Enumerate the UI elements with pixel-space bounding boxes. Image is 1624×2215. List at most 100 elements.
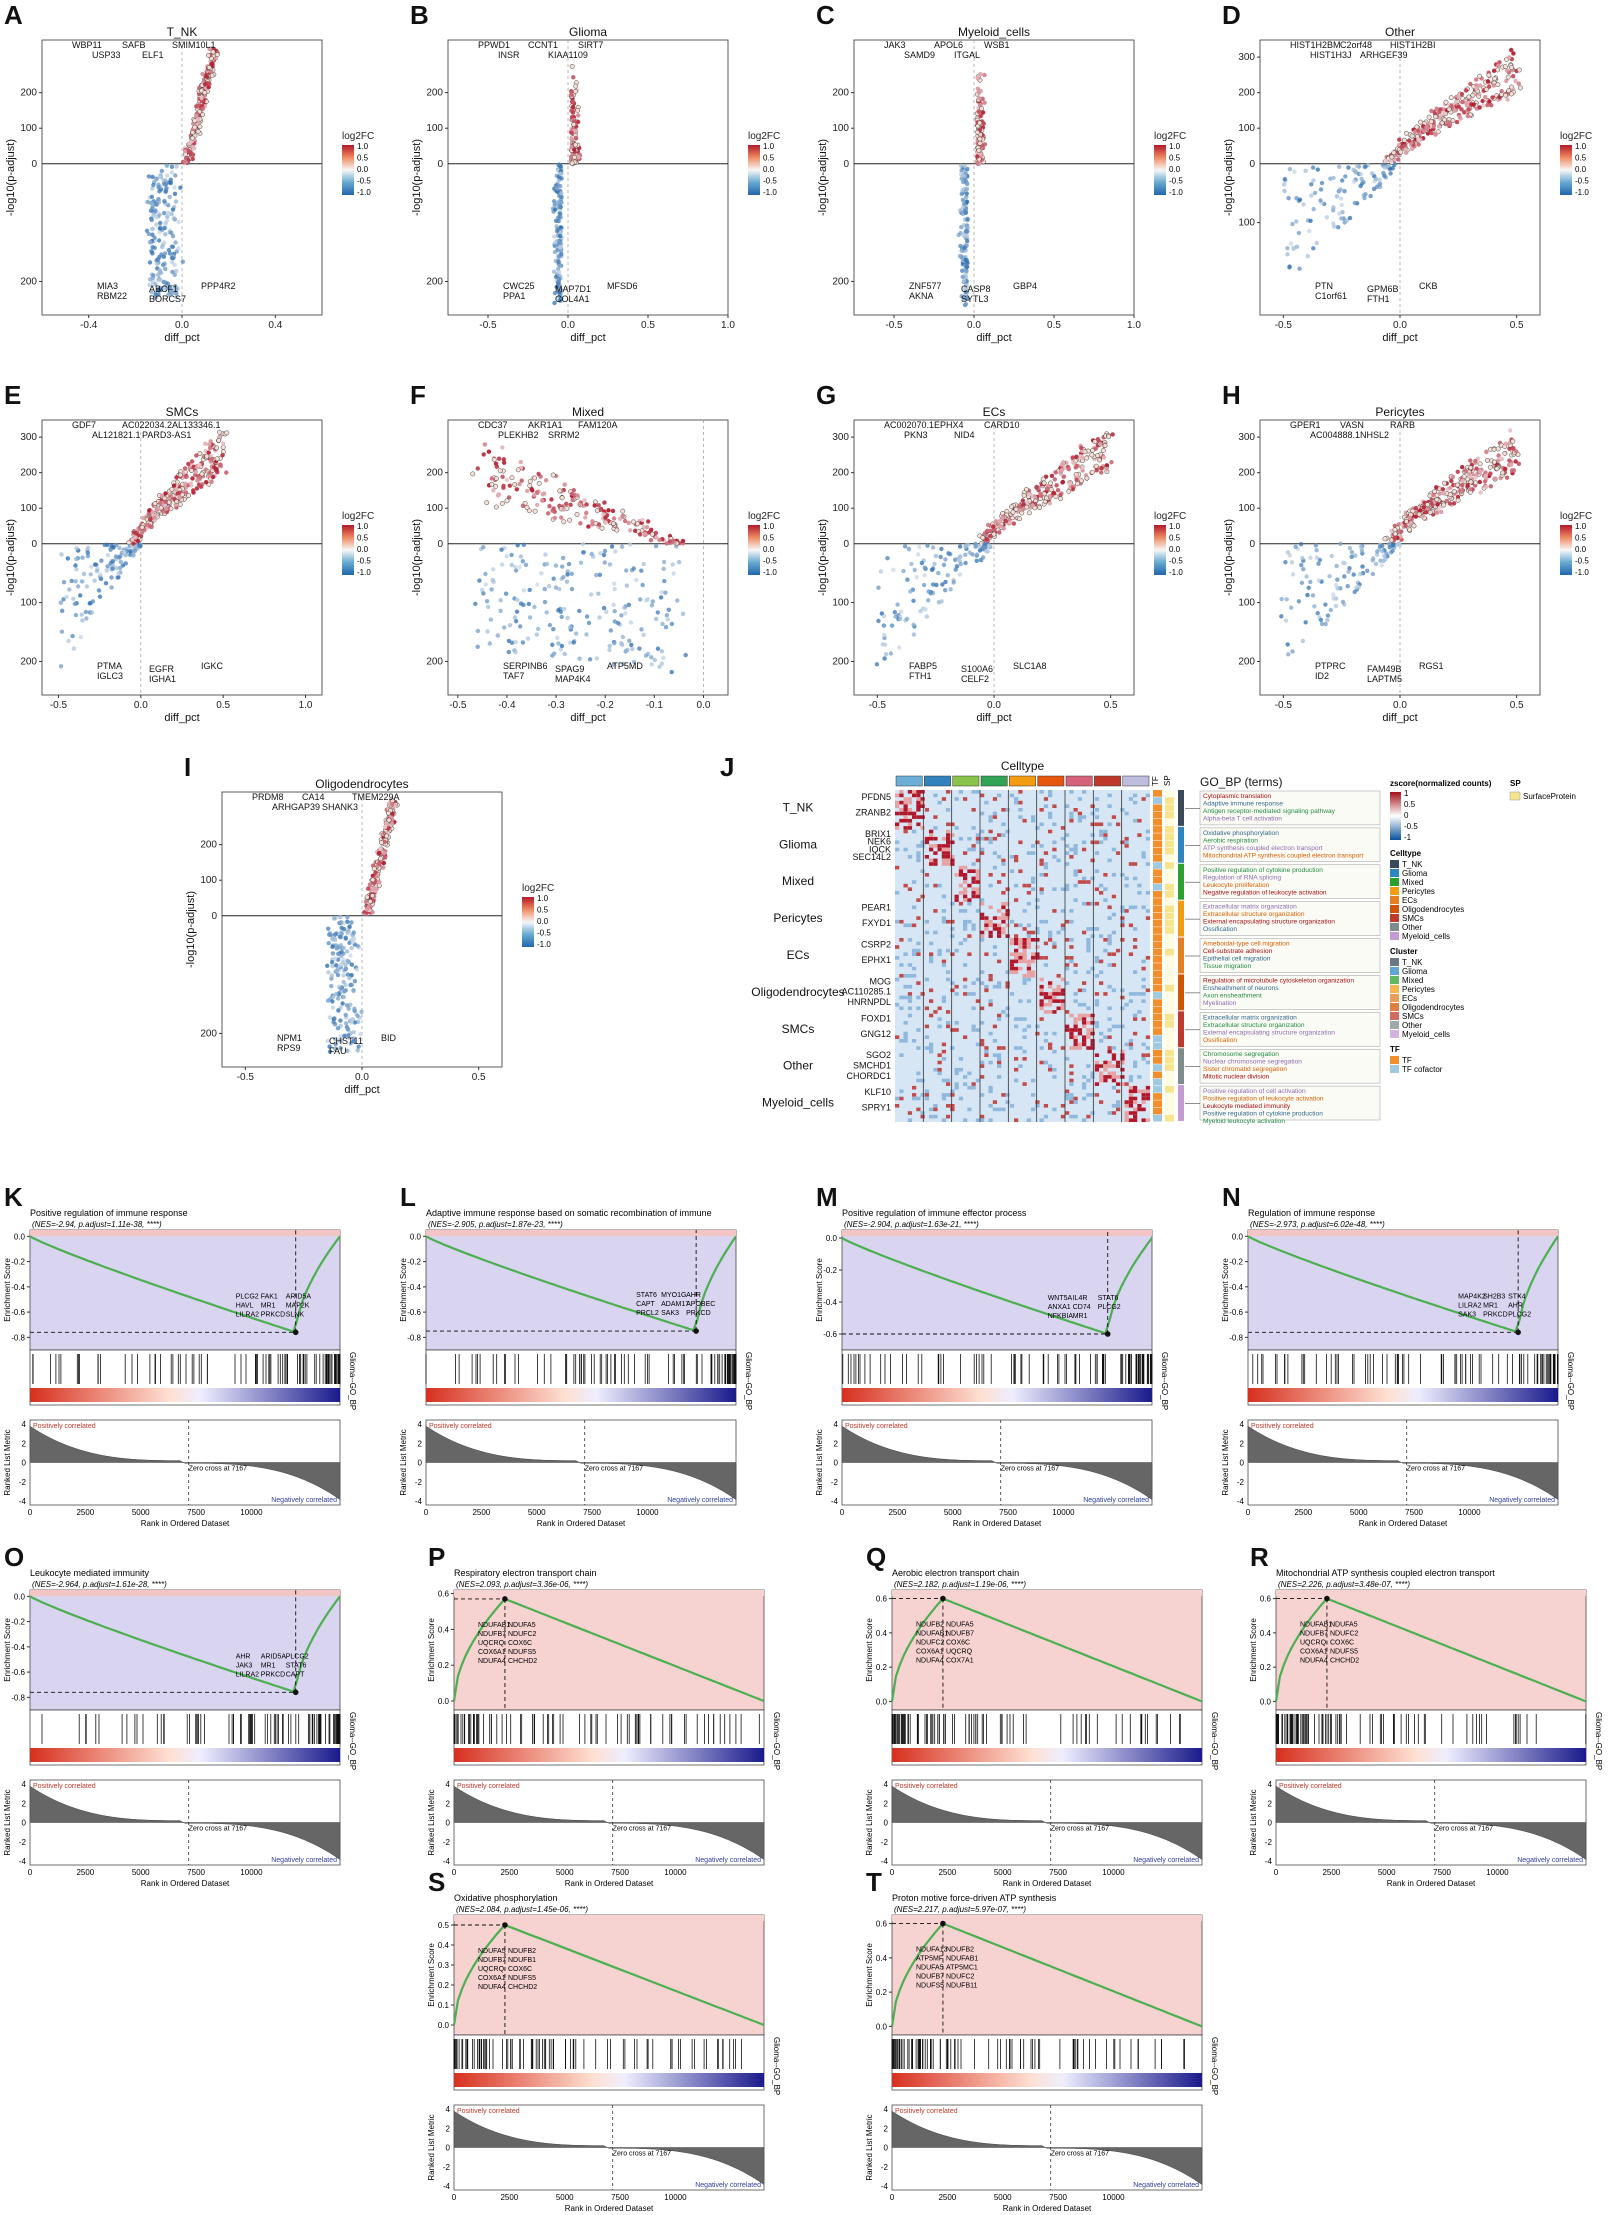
heatmap-cell bbox=[916, 858, 921, 863]
legend-tick: -0.5 bbox=[357, 557, 371, 566]
scatter-points bbox=[144, 46, 220, 300]
panel-label: E bbox=[4, 380, 21, 410]
legend-tick: 0.5 bbox=[1575, 154, 1587, 163]
down-gene-point bbox=[61, 580, 67, 585]
x-tick-label: 0.0 bbox=[987, 700, 1001, 711]
heatmap-cell bbox=[963, 927, 968, 931]
heatmap-cell bbox=[997, 934, 1002, 938]
celltype-column-bar bbox=[924, 775, 951, 787]
down-gene-point bbox=[649, 655, 654, 660]
heatmap-cell bbox=[1111, 988, 1117, 993]
down-gene-point bbox=[1284, 597, 1289, 602]
heatmap-cell bbox=[971, 923, 976, 928]
heatmap-cell bbox=[1009, 966, 1015, 971]
down-gene-point bbox=[359, 1009, 364, 1014]
up-gene-point bbox=[646, 519, 651, 524]
heatmap-cell bbox=[1145, 916, 1151, 920]
heatmap-cell bbox=[1018, 923, 1023, 928]
down-gene-point bbox=[630, 646, 635, 652]
up-gene-point bbox=[1488, 484, 1494, 489]
up-gene-point bbox=[1468, 81, 1473, 87]
heatmap-cell bbox=[1133, 1031, 1138, 1036]
heatmap-cell bbox=[967, 1071, 972, 1076]
up-gene-point bbox=[1382, 536, 1388, 542]
heatmap-cell bbox=[1026, 934, 1032, 938]
gene-label-bottom: SYTL3 bbox=[961, 294, 989, 304]
down-gene-point bbox=[338, 914, 343, 920]
heatmap-cell bbox=[924, 873, 930, 877]
down-gene-point bbox=[923, 607, 928, 612]
heatmap-cell bbox=[954, 992, 959, 996]
heatmap-cell bbox=[895, 822, 900, 827]
down-gene-point bbox=[659, 590, 664, 595]
heatmap-cell bbox=[899, 1006, 904, 1011]
y-tick-label: 100 bbox=[1238, 598, 1255, 609]
heatmap-cell bbox=[992, 916, 998, 920]
down-gene-point bbox=[343, 966, 349, 971]
heatmap-cell bbox=[912, 880, 917, 884]
heatmap-cell bbox=[971, 826, 976, 830]
legend-colorbar bbox=[748, 525, 760, 575]
heatmap-cell bbox=[941, 916, 947, 920]
up-gene-point bbox=[493, 483, 499, 489]
down-gene-point bbox=[79, 612, 84, 617]
up-gene-point bbox=[1477, 105, 1482, 110]
down-gene-point bbox=[959, 191, 964, 197]
up-gene-point bbox=[371, 885, 376, 890]
heatmap-cell bbox=[937, 1024, 942, 1029]
up-gene-point bbox=[1478, 83, 1483, 88]
heatmap-cell bbox=[899, 808, 904, 812]
heatmap-cell bbox=[954, 826, 959, 830]
up-gene-point bbox=[1511, 74, 1516, 79]
gene-label-top: SHANK3 bbox=[322, 802, 358, 812]
y-axis-label: -log10(p-adjust) bbox=[817, 519, 829, 596]
down-gene-point bbox=[1342, 189, 1347, 194]
up-gene-point bbox=[501, 460, 507, 465]
up-gene-point bbox=[1455, 469, 1460, 474]
down-gene-point bbox=[340, 960, 346, 965]
up-gene-point bbox=[1044, 486, 1050, 491]
gene-label-bottom: FAM49B bbox=[1367, 664, 1402, 674]
heatmap-cell bbox=[1086, 1035, 1091, 1040]
heatmap-cell bbox=[1065, 1028, 1070, 1032]
down-gene-point bbox=[59, 552, 64, 557]
up-gene-point bbox=[1448, 95, 1454, 101]
heatmap-cell bbox=[1039, 1017, 1044, 1021]
heatmap-cell bbox=[997, 923, 1002, 928]
down-gene-point bbox=[943, 557, 948, 562]
down-gene-point bbox=[131, 552, 136, 557]
down-gene-point bbox=[1311, 178, 1316, 183]
up-gene-point bbox=[1416, 142, 1421, 147]
heatmap-cell bbox=[1107, 1049, 1112, 1054]
up-gene-point bbox=[1451, 501, 1457, 506]
heatmap-cell bbox=[988, 836, 993, 841]
heatmap-cell bbox=[992, 811, 998, 816]
heatmap-cell bbox=[1035, 1104, 1040, 1108]
up-gene-point bbox=[1454, 99, 1459, 104]
scatter-points bbox=[58, 429, 230, 669]
heatmap-cell bbox=[1124, 909, 1129, 913]
heatmap-cell bbox=[1026, 966, 1032, 971]
down-gene-point bbox=[905, 577, 910, 582]
legend-tick: 1.0 bbox=[763, 142, 775, 151]
heatmap-cell bbox=[929, 941, 934, 946]
heatmap-cell bbox=[963, 1118, 968, 1123]
down-gene-point bbox=[620, 642, 625, 647]
heatmap-cell bbox=[1103, 1064, 1108, 1068]
gene-label-bottom: SERPINB6 bbox=[503, 661, 548, 671]
down-gene-point bbox=[162, 210, 167, 216]
heatmap-cell bbox=[1111, 1075, 1117, 1079]
heatmap-cell bbox=[903, 800, 908, 805]
heatmap-cell bbox=[967, 901, 972, 906]
heatmap-cell bbox=[916, 851, 921, 855]
up-gene-point bbox=[535, 490, 540, 495]
down-gene-point bbox=[65, 556, 71, 561]
up-gene-point bbox=[1406, 138, 1412, 143]
heatmap-cell bbox=[1094, 1021, 1100, 1025]
heatmap-cell bbox=[924, 1046, 930, 1050]
y-tick-label: 100 bbox=[20, 123, 37, 134]
down-gene-point bbox=[552, 249, 558, 255]
up-gene-point bbox=[536, 471, 541, 477]
x-tick-label: -0.5 bbox=[479, 320, 497, 331]
